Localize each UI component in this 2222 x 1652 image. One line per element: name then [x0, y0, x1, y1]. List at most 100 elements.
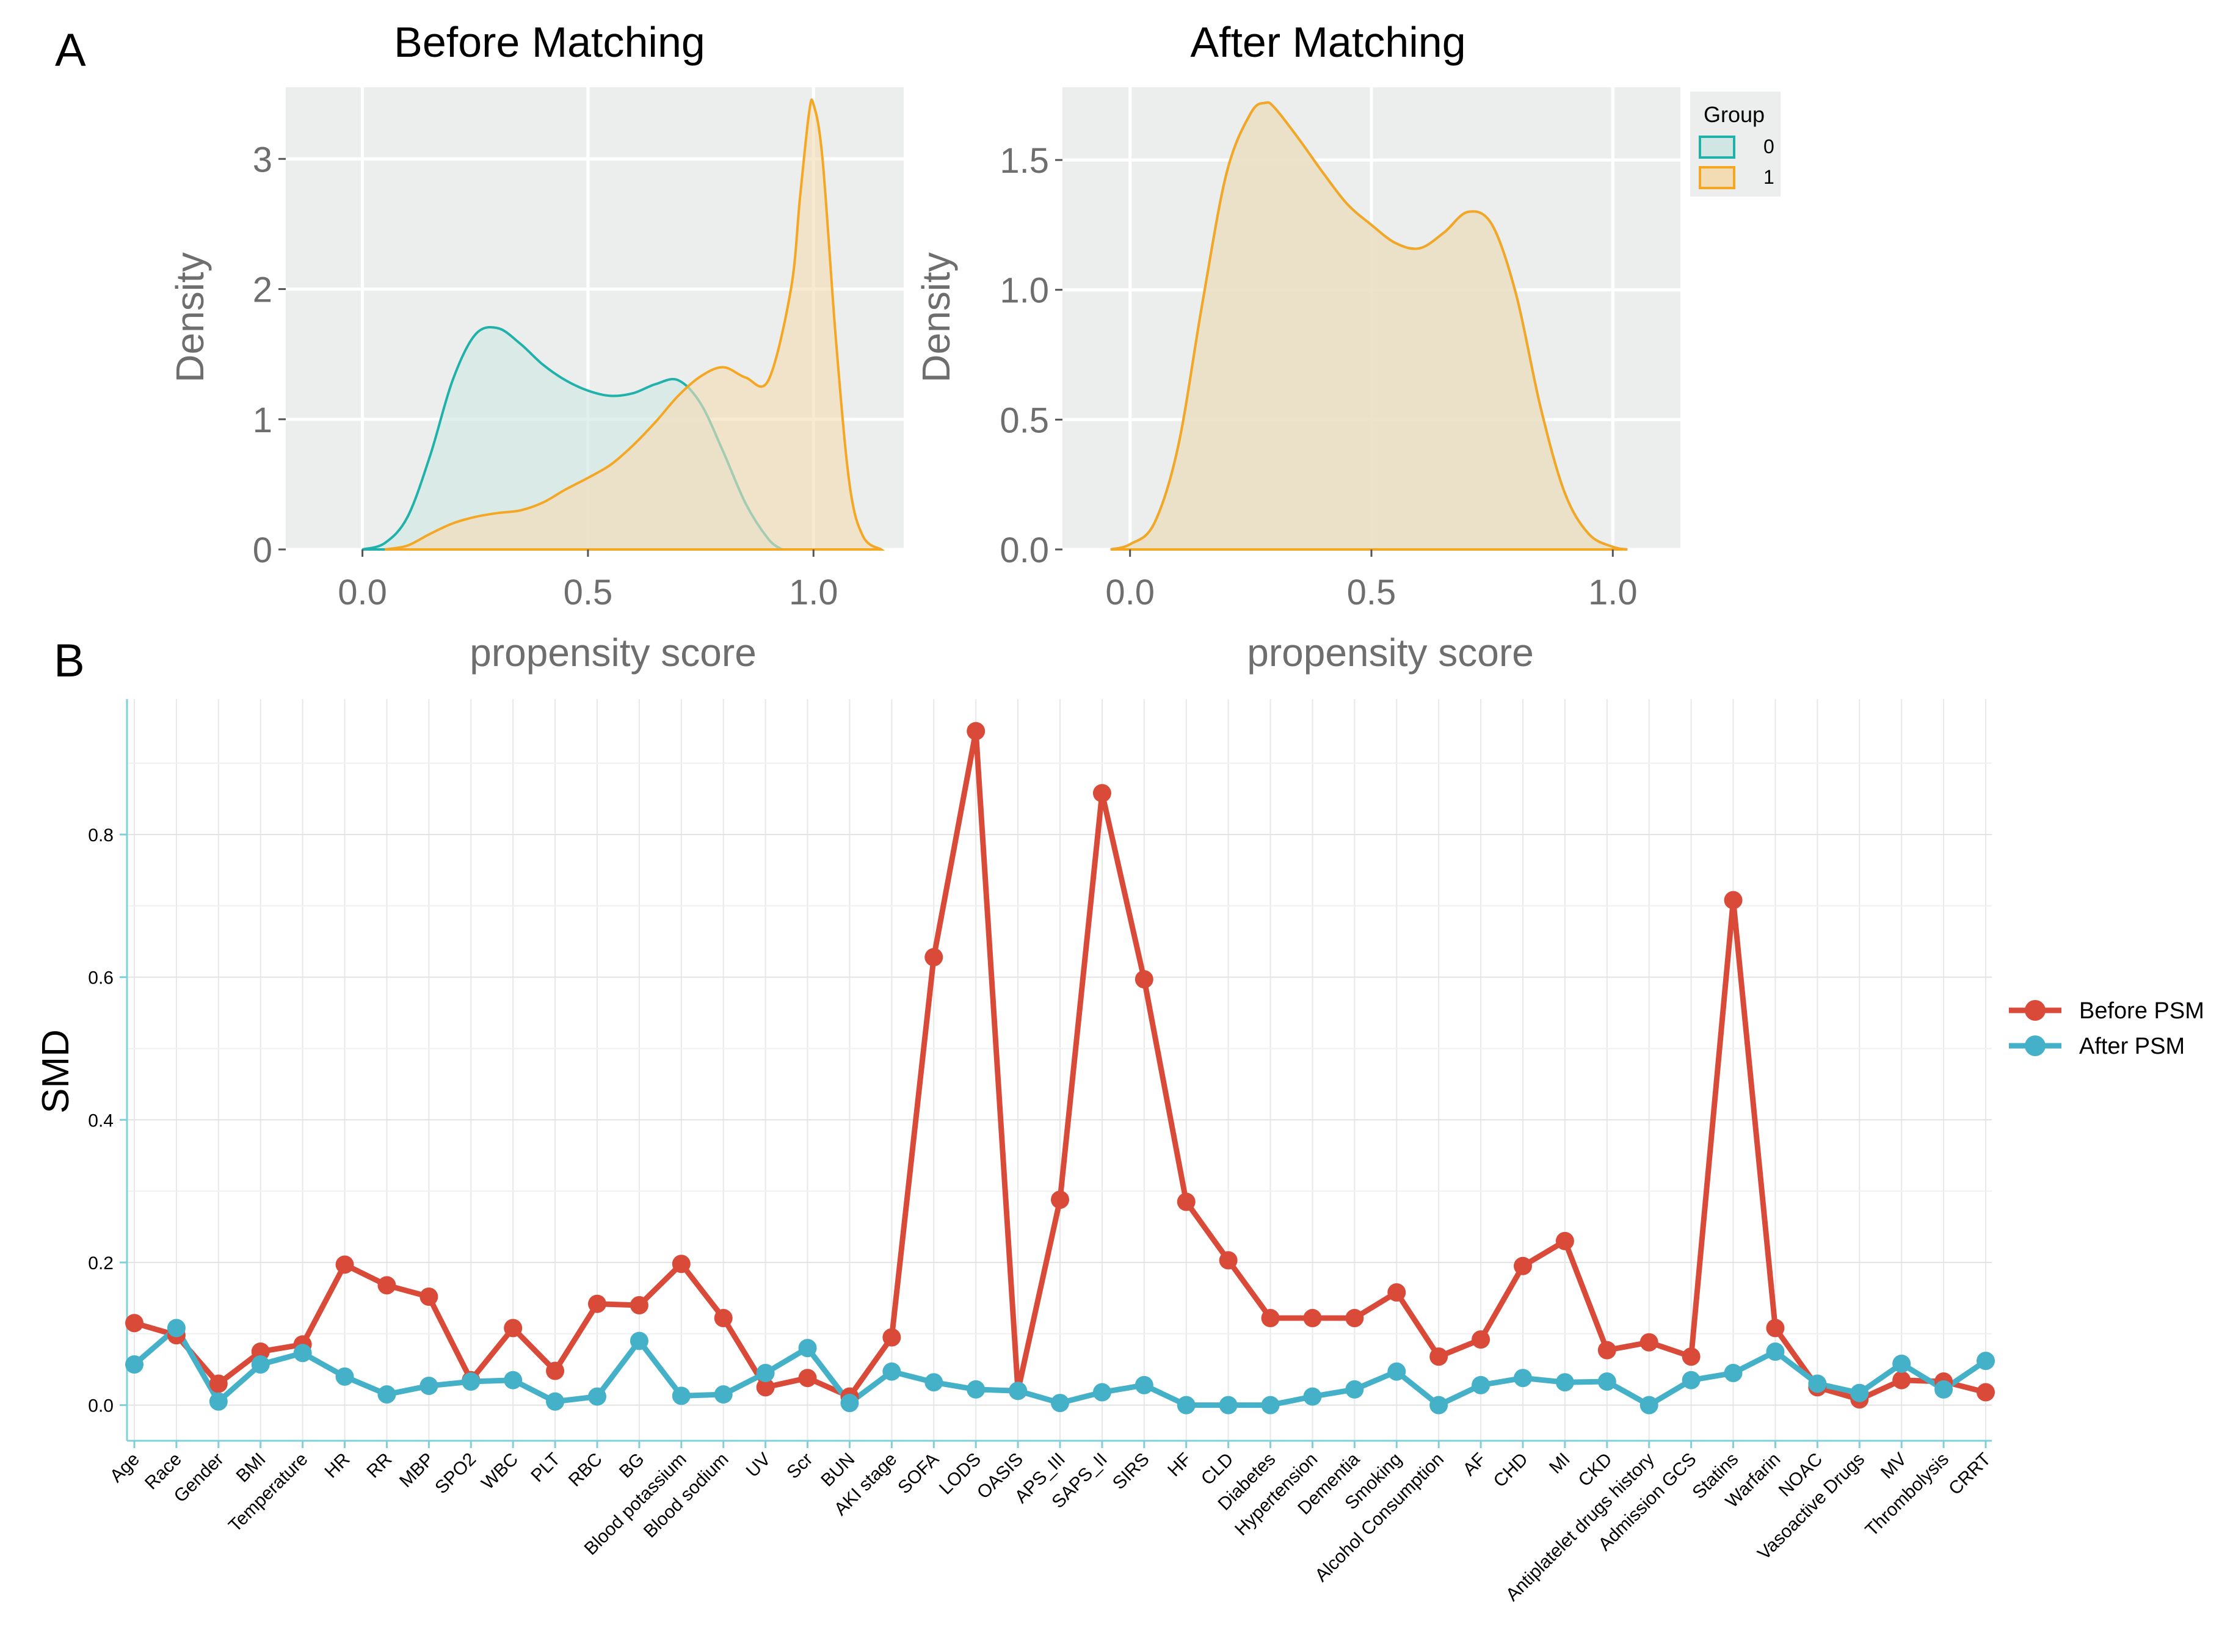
x-tick-label-before-0: 0.0 [338, 573, 387, 612]
smd-y-tick-label-3: 0.6 [88, 968, 114, 988]
point-before-psm-5 [335, 1255, 354, 1274]
legend-label-group-0: 0 [1763, 136, 1774, 158]
point-after-psm-1 [167, 1319, 186, 1338]
point-before-psm-33 [1514, 1256, 1532, 1275]
point-after-psm-9 [504, 1371, 523, 1389]
point-after-psm-3 [251, 1355, 270, 1374]
smd-x-tick-label-19: SOFA [894, 1449, 943, 1498]
point-after-psm-38 [1724, 1364, 1743, 1383]
smd-x-tick-label-5: HR [321, 1449, 354, 1482]
point-before-psm-3 [251, 1342, 270, 1361]
point-after-psm-0 [125, 1355, 143, 1374]
point-after-psm-25 [1177, 1396, 1196, 1415]
point-after-psm-4 [293, 1344, 312, 1363]
point-before-psm-29 [1345, 1309, 1364, 1328]
point-before-psm-19 [924, 947, 943, 966]
point-before-psm-30 [1387, 1283, 1406, 1302]
point-before-psm-27 [1261, 1309, 1280, 1328]
point-after-psm-2 [209, 1392, 228, 1411]
point-before-psm-38 [1724, 891, 1743, 910]
point-before-psm-22 [1051, 1190, 1069, 1209]
y-axis-label-smd: SMD [35, 1029, 77, 1114]
smd-y-tick-label-2: 0.4 [88, 1110, 114, 1131]
plot-title-before: Before Matching [394, 18, 705, 66]
legend-label-group-1: 1 [1763, 166, 1774, 188]
point-before-psm-36 [1639, 1333, 1658, 1352]
point-before-psm-15 [756, 1378, 775, 1397]
point-after-psm-6 [377, 1385, 396, 1404]
point-before-psm-13 [672, 1255, 691, 1273]
point-before-psm-11 [588, 1294, 606, 1313]
y-tick-label-before-1: 1 [253, 400, 272, 440]
point-after-psm-20 [967, 1380, 986, 1399]
group-legend-title: Group [1704, 102, 1765, 127]
x-axis-label-after: propensity score [1247, 631, 1534, 675]
smd-x-tick-label-42: MV [1877, 1449, 1911, 1483]
point-after-psm-27 [1261, 1396, 1280, 1415]
point-after-psm-5 [335, 1367, 354, 1386]
smd-x-tick-label-33: CHD [1490, 1449, 1532, 1491]
point-before-psm-25 [1177, 1192, 1196, 1211]
point-after-psm-43 [1934, 1380, 1953, 1399]
y-tick-label-before-3: 3 [253, 140, 272, 179]
point-before-psm-20 [967, 722, 986, 741]
point-after-psm-31 [1429, 1396, 1448, 1415]
density-area-before-group-1 [385, 98, 885, 551]
point-after-psm-14 [714, 1385, 733, 1404]
point-before-psm-18 [882, 1328, 901, 1347]
plot-title-after: After Matching [1190, 18, 1465, 66]
point-after-psm-10 [546, 1392, 565, 1411]
point-before-psm-6 [377, 1276, 396, 1295]
point-before-psm-16 [798, 1369, 817, 1388]
smd-x-tick-label-24: SIRS [1109, 1449, 1153, 1494]
point-after-psm-12 [630, 1331, 648, 1350]
point-before-psm-28 [1303, 1309, 1322, 1328]
y-axis-label-after: Density [914, 252, 958, 382]
smd-y-tick-label-4: 0.8 [88, 825, 114, 846]
smd-x-tick-label-6: RR [363, 1449, 396, 1482]
legend-key-group-1 [1699, 166, 1735, 189]
smd-x-tick-label-25: HF [1164, 1449, 1196, 1481]
legend-label-after-psm: After PSM [2079, 1034, 2185, 1059]
smd-x-tick-label-7: MBP [396, 1449, 438, 1491]
x-tick-label-after-0: 0.0 [1105, 573, 1155, 612]
x-tick-label-after-2: 1.0 [1588, 573, 1638, 612]
x-axis-label-before: propensity score [470, 631, 757, 675]
smd-x-tick-label-8: SPO2 [431, 1449, 480, 1498]
point-after-psm-36 [1639, 1396, 1658, 1415]
point-before-psm-23 [1092, 784, 1111, 803]
point-after-psm-13 [672, 1386, 691, 1405]
panel-label-b: B [54, 635, 85, 687]
legend-key-after-psm-dot [2025, 1035, 2046, 1056]
point-before-psm-32 [1472, 1330, 1490, 1349]
point-after-psm-8 [462, 1372, 481, 1391]
point-before-psm-31 [1429, 1347, 1448, 1366]
smd-x-tick-label-32: AF [1459, 1449, 1490, 1480]
point-after-psm-30 [1387, 1362, 1406, 1381]
point-before-psm-12 [630, 1296, 648, 1315]
point-after-psm-24 [1135, 1375, 1153, 1394]
point-after-psm-34 [1555, 1373, 1574, 1392]
x-tick-label-after-1: 0.5 [1347, 573, 1396, 612]
point-before-psm-39 [1766, 1319, 1785, 1338]
panel-label-a: A [55, 24, 86, 76]
y-tick-label-after-2: 1.0 [1000, 271, 1049, 311]
point-after-psm-7 [419, 1377, 438, 1396]
psm-legend: Before PSM After PSM [2009, 998, 2204, 1059]
point-after-psm-21 [1009, 1382, 1028, 1400]
legend-label-before-psm: Before PSM [2079, 998, 2204, 1024]
smd-x-tick-label-44: CRRT [1945, 1449, 1995, 1499]
point-after-psm-22 [1051, 1394, 1069, 1413]
point-after-psm-33 [1514, 1369, 1532, 1388]
smd-x-tick-label-15: UV [742, 1449, 775, 1482]
y-tick-label-before-0: 0 [253, 531, 272, 570]
y-axis-label-before: Density [168, 252, 212, 382]
smd-x-tick-label-11: RBC [565, 1449, 606, 1491]
point-after-psm-17 [840, 1394, 859, 1413]
point-before-psm-26 [1219, 1251, 1238, 1270]
smd-x-tick-label-12: BG [615, 1449, 648, 1482]
legend-key-group-0 [1699, 136, 1735, 159]
point-after-psm-16 [798, 1339, 817, 1358]
